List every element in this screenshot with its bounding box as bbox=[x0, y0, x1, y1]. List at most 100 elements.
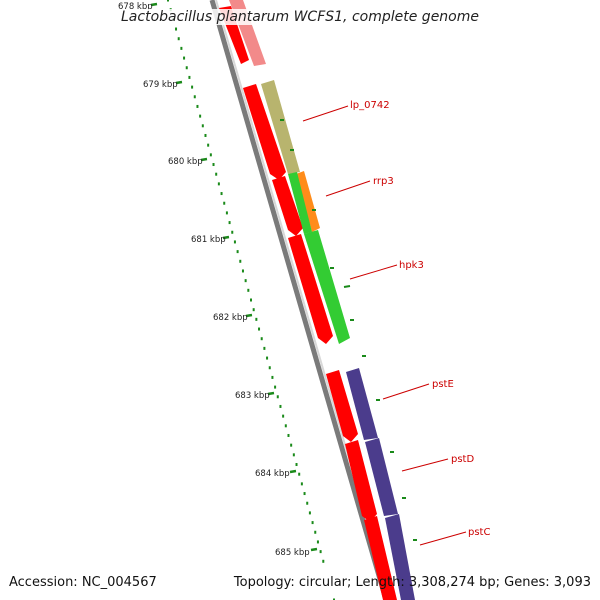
kbp-major-tick bbox=[200, 157, 208, 162]
ruler-dot bbox=[225, 211, 228, 215]
ruler-dot bbox=[300, 482, 303, 486]
pstC-feature[interactable] bbox=[385, 514, 415, 600]
ruler-dot bbox=[204, 133, 207, 137]
ruler-dot bbox=[322, 559, 325, 563]
ruler-dot bbox=[196, 104, 199, 108]
cds-track bbox=[219, 6, 397, 600]
ruler-dot bbox=[284, 424, 287, 428]
ruler-dot bbox=[263, 346, 266, 350]
kbp-label-681: 681 kbp bbox=[191, 235, 226, 245]
gene-label-leaders bbox=[302, 105, 467, 546]
ruler-dot bbox=[333, 598, 335, 600]
cds-feature[interactable] bbox=[326, 370, 358, 442]
outer-ticks bbox=[280, 119, 417, 541]
ruler-dot bbox=[236, 250, 239, 254]
ruler-dot bbox=[276, 395, 279, 399]
kbp-label-679: 679 kbp bbox=[143, 80, 178, 90]
kbp-label-680: 680 kbp bbox=[168, 157, 203, 167]
ruler-dot bbox=[306, 501, 309, 505]
ruler-dot bbox=[244, 279, 247, 283]
pstE-feature[interactable] bbox=[346, 368, 378, 440]
ruler-dot bbox=[292, 453, 295, 457]
kbp-major-tick bbox=[150, 2, 158, 7]
ruler-dot bbox=[212, 163, 215, 167]
hpk3-feature[interactable] bbox=[304, 230, 350, 344]
ruler-dot bbox=[233, 240, 236, 244]
ruler-dot bbox=[241, 269, 244, 273]
gene-label-pstE[interactable]: pstE bbox=[432, 379, 454, 390]
kbp-ruler bbox=[150, 0, 335, 600]
ruler-dot bbox=[217, 182, 220, 186]
ruler-dot bbox=[290, 443, 293, 447]
kbp-label-682: 682 kbp bbox=[213, 313, 248, 323]
ruler-dot bbox=[314, 530, 317, 534]
ruler-dot bbox=[295, 463, 298, 467]
ruler-dot bbox=[298, 472, 301, 476]
rrp3-feature[interactable] bbox=[296, 171, 320, 232]
kbp-labels: 678 kbp 679 kbp 680 kbp 681 kbp 682 kbp … bbox=[118, 2, 310, 558]
kbp-major-tick bbox=[289, 469, 297, 474]
ruler-dot bbox=[252, 308, 255, 312]
gene-label-pstD[interactable]: pstD bbox=[451, 454, 474, 465]
ruler-dot bbox=[199, 114, 202, 118]
ruler-dot bbox=[207, 143, 210, 147]
ruler-dot bbox=[231, 230, 234, 234]
ruler-dot bbox=[255, 317, 258, 321]
ruler-dot bbox=[287, 433, 290, 437]
cds-feature[interactable] bbox=[288, 234, 333, 344]
ruler-dot bbox=[167, 0, 169, 2]
ruler-dot bbox=[175, 27, 178, 31]
pstD-feature[interactable] bbox=[365, 438, 398, 516]
gene-labels: lp_0742 rrp3 hpk3 pstE pstD pstC bbox=[350, 100, 490, 538]
kbp-major-tick bbox=[267, 391, 275, 396]
cds-feature[interactable] bbox=[345, 440, 377, 522]
hpk3-lower-feature[interactable] bbox=[288, 172, 312, 234]
ruler-dot bbox=[319, 550, 322, 554]
map-title: Lactobacillus plantarum WCFS1, complete … bbox=[0, 9, 600, 25]
ruler-dot bbox=[188, 75, 191, 79]
kbp-major-tick bbox=[310, 547, 318, 552]
gene-label-pstC[interactable]: pstC bbox=[468, 527, 490, 538]
ruler-dot bbox=[311, 521, 314, 525]
ruler-dot bbox=[247, 288, 250, 292]
ruler-dot bbox=[185, 66, 188, 70]
ruler-dot bbox=[223, 201, 226, 205]
ruler-dot bbox=[228, 221, 231, 225]
ruler-dot bbox=[215, 172, 218, 176]
kbp-label-678: 678 kbp bbox=[118, 2, 153, 12]
ruler-dot bbox=[180, 46, 183, 50]
kbp-major-tick bbox=[222, 235, 230, 240]
gene-label-hpk3[interactable]: hpk3 bbox=[399, 260, 424, 271]
ruler-dot bbox=[279, 404, 282, 408]
ruler-dot bbox=[316, 540, 319, 544]
ruler-dot bbox=[209, 153, 212, 157]
ruler-dot bbox=[193, 95, 196, 99]
kbp-major-tick bbox=[245, 313, 253, 318]
ruler-dot bbox=[274, 385, 277, 389]
ruler-dot bbox=[177, 37, 180, 41]
cds-feature[interactable] bbox=[272, 176, 303, 236]
cds-feature[interactable] bbox=[243, 84, 286, 180]
ruler-dot bbox=[201, 124, 204, 128]
ruler-dot bbox=[250, 298, 252, 302]
ruler-dot bbox=[183, 56, 186, 60]
ruler-dot bbox=[191, 85, 194, 89]
ruler-dot bbox=[266, 356, 269, 360]
ruler-dot bbox=[271, 375, 274, 379]
gene-label-lp-0742[interactable]: lp_0742 bbox=[350, 100, 390, 111]
kbp-label-685: 685 kbp bbox=[275, 548, 310, 558]
gene-label-rrp3[interactable]: rrp3 bbox=[373, 176, 394, 187]
ruler-dot bbox=[268, 366, 271, 370]
ruler-dot bbox=[308, 511, 311, 515]
ruler-dot bbox=[303, 492, 306, 496]
genome-backbone bbox=[209, 0, 389, 600]
cds-feature[interactable] bbox=[364, 516, 397, 600]
ruler-dot bbox=[260, 337, 263, 341]
genome-summary: Topology: circular; Length: 3,308,274 bp… bbox=[233, 575, 591, 590]
ruler-dot bbox=[282, 414, 285, 418]
accession-label: Accession: NC_004567 bbox=[9, 575, 157, 590]
ruler-dot bbox=[258, 327, 261, 331]
ruler-dot bbox=[220, 192, 223, 196]
kbp-label-683: 683 kbp bbox=[235, 391, 270, 401]
